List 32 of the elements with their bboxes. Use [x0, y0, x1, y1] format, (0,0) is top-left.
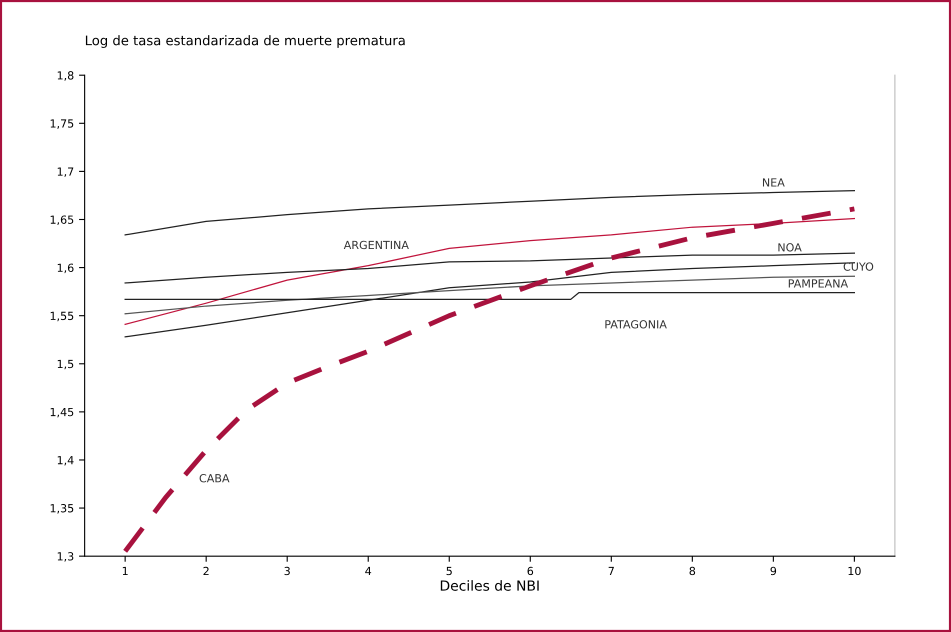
- y-tick-label: 1,35: [50, 504, 74, 514]
- series-label: CUYO: [844, 262, 874, 271]
- y-tick-label: 1,45: [50, 408, 74, 418]
- y-tick-label: 1,4: [58, 456, 74, 466]
- x-tick-label: 1: [122, 566, 128, 576]
- x-tick-label: 9: [770, 566, 776, 576]
- x-tick-label: 5: [446, 566, 452, 576]
- y-axis-title: Log de tasa estandarizada de muerte prematura: [86, 35, 405, 48]
- y-tick-label: 1,5: [58, 360, 74, 370]
- x-tick-label: 3: [284, 566, 290, 576]
- y-tick-label: 1,65: [50, 215, 74, 226]
- y-tick-label: 1,55: [50, 312, 74, 322]
- x-tick-label: 7: [608, 566, 614, 576]
- y-tick-label: 1,6: [58, 264, 74, 274]
- x-tick-label: 2: [203, 566, 209, 576]
- y-tick-label: 1,3: [58, 552, 74, 562]
- y-tick-label: 1,8: [58, 71, 74, 81]
- series-label: ARGENTINA: [344, 240, 409, 250]
- series-label: CABA: [200, 474, 230, 482]
- y-tick-label: 1,7: [58, 168, 74, 177]
- x-tick-label: 6: [528, 566, 534, 576]
- line-series: [124, 190, 856, 236]
- x-tick-label: 10: [848, 566, 861, 576]
- x-tick-label: 8: [690, 566, 696, 576]
- y-tick-label: 1,75: [50, 119, 74, 129]
- text: PATAGONIA: [605, 320, 667, 329]
- line-series: [124, 276, 856, 314]
- series-label: NEA: [762, 178, 785, 186]
- series-label: PAMPEANA: [788, 279, 848, 288]
- x-tick-label: 4: [365, 566, 372, 576]
- series-label: NOA: [778, 243, 802, 252]
- x-axis-title: Deciles de NBI: [440, 580, 539, 591]
